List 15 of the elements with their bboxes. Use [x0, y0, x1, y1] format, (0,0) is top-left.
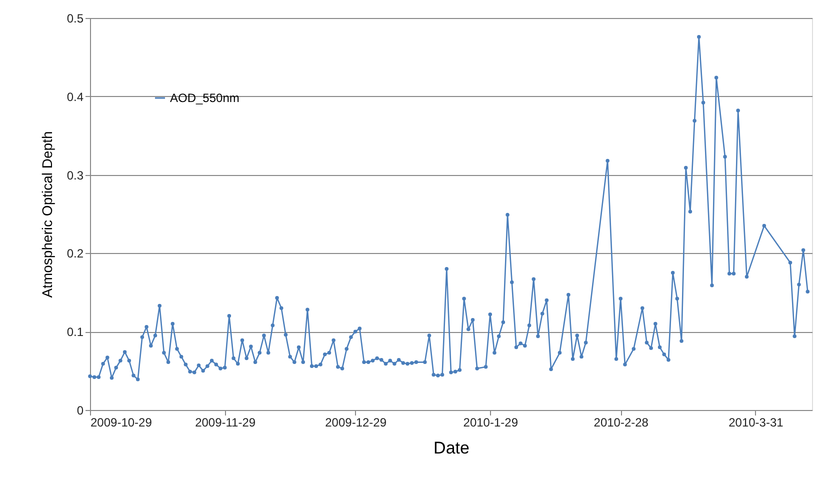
x-tick-label: 2010-1-29: [463, 416, 518, 430]
y-axis-title: Atmospheric Optical Depth: [38, 131, 55, 298]
x-tick-label: 2009-11-29: [195, 416, 256, 430]
y-tick-label: 0.3: [66, 168, 84, 182]
y-tick-label: 0: [76, 404, 84, 418]
y-tick-label: 0.1: [66, 325, 84, 340]
x-tick-label: 2009-12-29: [325, 416, 387, 430]
x-tick-label: 2010-3-31: [728, 416, 784, 430]
x-axis-title: Date: [434, 438, 470, 458]
y-tick-label: 0.2: [66, 246, 84, 261]
x-tick-label: 2009-10-29: [90, 416, 152, 430]
y-tick-label: 0.4: [66, 90, 84, 104]
legend-label: AOD_550nm: [170, 91, 240, 105]
x-tick-label: 2010-2-28: [594, 416, 649, 430]
y-tick-label: 0.5: [66, 12, 84, 26]
